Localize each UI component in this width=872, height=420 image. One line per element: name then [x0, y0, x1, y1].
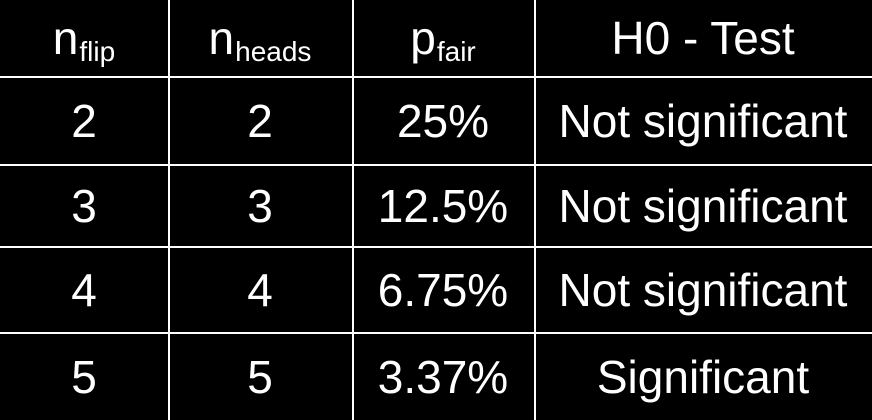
- header-n-heads-sub: heads: [235, 36, 311, 68]
- header-n-heads: n heads: [168, 0, 352, 76]
- cell-p-fair: 6.75%: [352, 248, 534, 332]
- cell-n-flip: 4: [0, 248, 168, 332]
- row-divider: [0, 246, 872, 248]
- row-divider: [0, 332, 872, 334]
- cell-n-flip: 2: [0, 78, 168, 164]
- table-row: 5 5 3.37% Significant: [0, 334, 872, 420]
- cell-h0-test: Not significant: [534, 166, 872, 246]
- header-h0-test: H0 - Test: [534, 0, 872, 76]
- cell-p-fair: 3.37%: [352, 334, 534, 420]
- cell-h0-test: Not significant: [534, 78, 872, 164]
- cell-p-fair: 12.5%: [352, 166, 534, 246]
- cell-h0-test: Significant: [534, 334, 872, 420]
- cell-n-flip: 5: [0, 334, 168, 420]
- cell-n-heads: 2: [168, 78, 352, 164]
- header-p-fair-sub: fair: [437, 36, 476, 68]
- header-h0-test-label: H0 - Test: [611, 11, 794, 65]
- header-n-flip-sub: flip: [79, 36, 115, 68]
- header-n-heads-main: n: [209, 11, 235, 65]
- header-n-flip-main: n: [53, 11, 79, 65]
- header-n-flip: n flip: [0, 0, 168, 76]
- cell-h0-test: Not significant: [534, 248, 872, 332]
- row-divider: [0, 76, 872, 78]
- table-row: 2 2 25% Not significant: [0, 78, 872, 164]
- row-divider: [0, 164, 872, 166]
- cell-n-flip: 3: [0, 166, 168, 246]
- column-divider: [534, 0, 536, 420]
- cell-n-heads: 5: [168, 334, 352, 420]
- column-divider: [352, 0, 354, 420]
- cell-n-heads: 3: [168, 166, 352, 246]
- header-p-fair-main: p: [410, 11, 436, 65]
- header-p-fair: p fair: [352, 0, 534, 76]
- cell-n-heads: 4: [168, 248, 352, 332]
- table-header-row: n flip n heads p fair H0 - Test: [0, 0, 872, 76]
- column-divider: [168, 0, 170, 420]
- table-row: 4 4 6.75% Not significant: [0, 248, 872, 332]
- table-row: 3 3 12.5% Not significant: [0, 166, 872, 246]
- cell-p-fair: 25%: [352, 78, 534, 164]
